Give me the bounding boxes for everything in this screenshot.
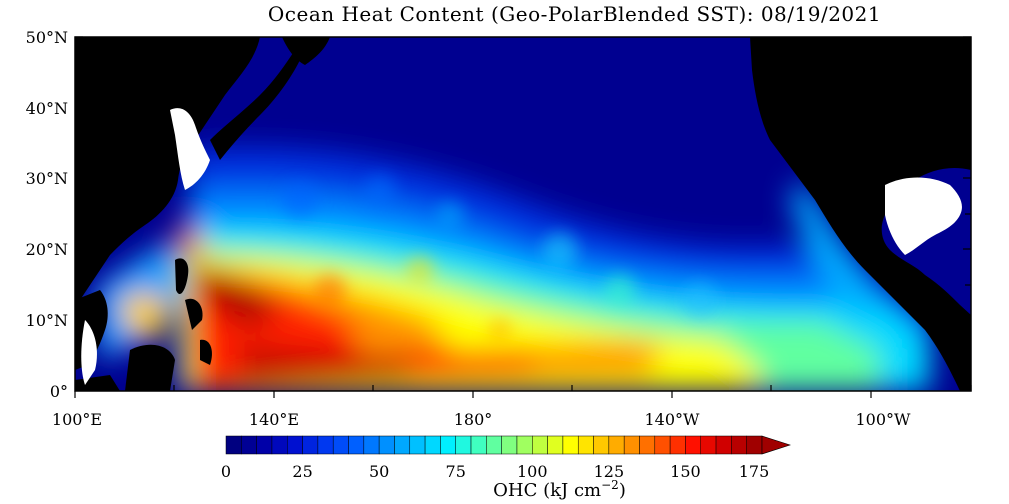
missing-data: [81, 108, 962, 385]
colorbar-swatch: [654, 435, 671, 455]
colorbar-swatch: [608, 435, 625, 455]
colorbar-swatch: [501, 435, 518, 455]
lat-label-eq: 0°: [50, 382, 68, 401]
colorbar-swatch: [455, 435, 472, 455]
colorbar-swatch: [715, 435, 732, 455]
lon-label-100w: 100°W: [856, 410, 912, 429]
colorbar-unit-exponent: −2: [601, 478, 619, 492]
colorbar-swatch: [486, 435, 502, 455]
colorbar-unit-label: OHC (kJ cm−2): [0, 478, 1009, 501]
colorbar-swatch: [332, 435, 349, 455]
colorbar-tick-label: 50: [369, 462, 389, 481]
colorbar-swatch: [547, 435, 564, 455]
colorbar-unit-close: ): [618, 480, 626, 501]
colorbar-tick-label: 150: [670, 462, 701, 481]
colorbar-swatch: [700, 435, 717, 455]
colorbar-swatch: [685, 435, 701, 455]
colorbar-swatch: [532, 435, 548, 455]
colorbar-swatch: [470, 435, 487, 455]
colorbar-swatch: [669, 435, 686, 455]
colorbar-swatch: [256, 435, 273, 455]
colorbar-tick-label: 25: [292, 462, 312, 481]
lat-label-10n: 10°N: [26, 311, 68, 330]
colorbar-tick-label: 0: [221, 462, 231, 481]
colorbar-tick-label: 125: [594, 462, 625, 481]
lat-label-30n: 30°N: [26, 169, 68, 188]
colorbar-swatch: [348, 435, 365, 455]
lon-ticks: [74, 385, 972, 398]
colorbar-swatch: [378, 435, 395, 455]
colorbar-swatch: [287, 435, 303, 455]
colorbar-swatch: [241, 435, 257, 455]
colorbar-swatch: [302, 435, 319, 455]
colorbar-swatch: [424, 435, 441, 455]
colorbar-swatch: [225, 435, 242, 455]
lat-label-40n: 40°N: [26, 99, 68, 118]
colorbar-swatch: [639, 435, 656, 455]
colorbar: 0 25 50 75 100 125 150 175: [221, 435, 791, 481]
lon-label-140w: 140°W: [645, 410, 701, 429]
colorbar-swatch: [731, 435, 747, 455]
lat-label-50n: 50°N: [26, 28, 68, 47]
colorbar-swatch: [409, 435, 426, 455]
map-title: Ocean Heat Content (Geo-PolarBlended SST…: [267, 2, 882, 26]
colorbar-swatch: [317, 435, 334, 455]
lon-label-140e: 140°E: [249, 410, 299, 429]
colorbar-swatch: [394, 435, 411, 455]
lat-ticks: [75, 36, 971, 356]
colorbar-swatch: [593, 435, 610, 455]
colorbar-swatch: [577, 435, 594, 455]
colorbar-swatch: [746, 435, 763, 455]
colorbar-swatch: [440, 435, 456, 455]
colorbar-unit-text: OHC (kJ cm: [493, 480, 602, 501]
colorbar-swatch: [271, 435, 288, 455]
heat-field: [75, 37, 971, 391]
lat-label-20n: 20°N: [26, 240, 68, 259]
colorbar-swatch: [363, 435, 380, 455]
lon-label-100e: 100°E: [52, 410, 102, 429]
colorbar-tick-label: 175: [739, 462, 770, 481]
colorbar-swatch: [516, 435, 533, 455]
colorbar-swatch: [623, 435, 640, 455]
colorbar-extend-arrow: [761, 435, 791, 455]
colorbar-swatch: [562, 435, 579, 455]
lon-label-180: 180°: [454, 410, 493, 429]
colorbar-tick-label: 100: [517, 462, 548, 481]
colorbar-tick-label: 75: [446, 462, 466, 481]
